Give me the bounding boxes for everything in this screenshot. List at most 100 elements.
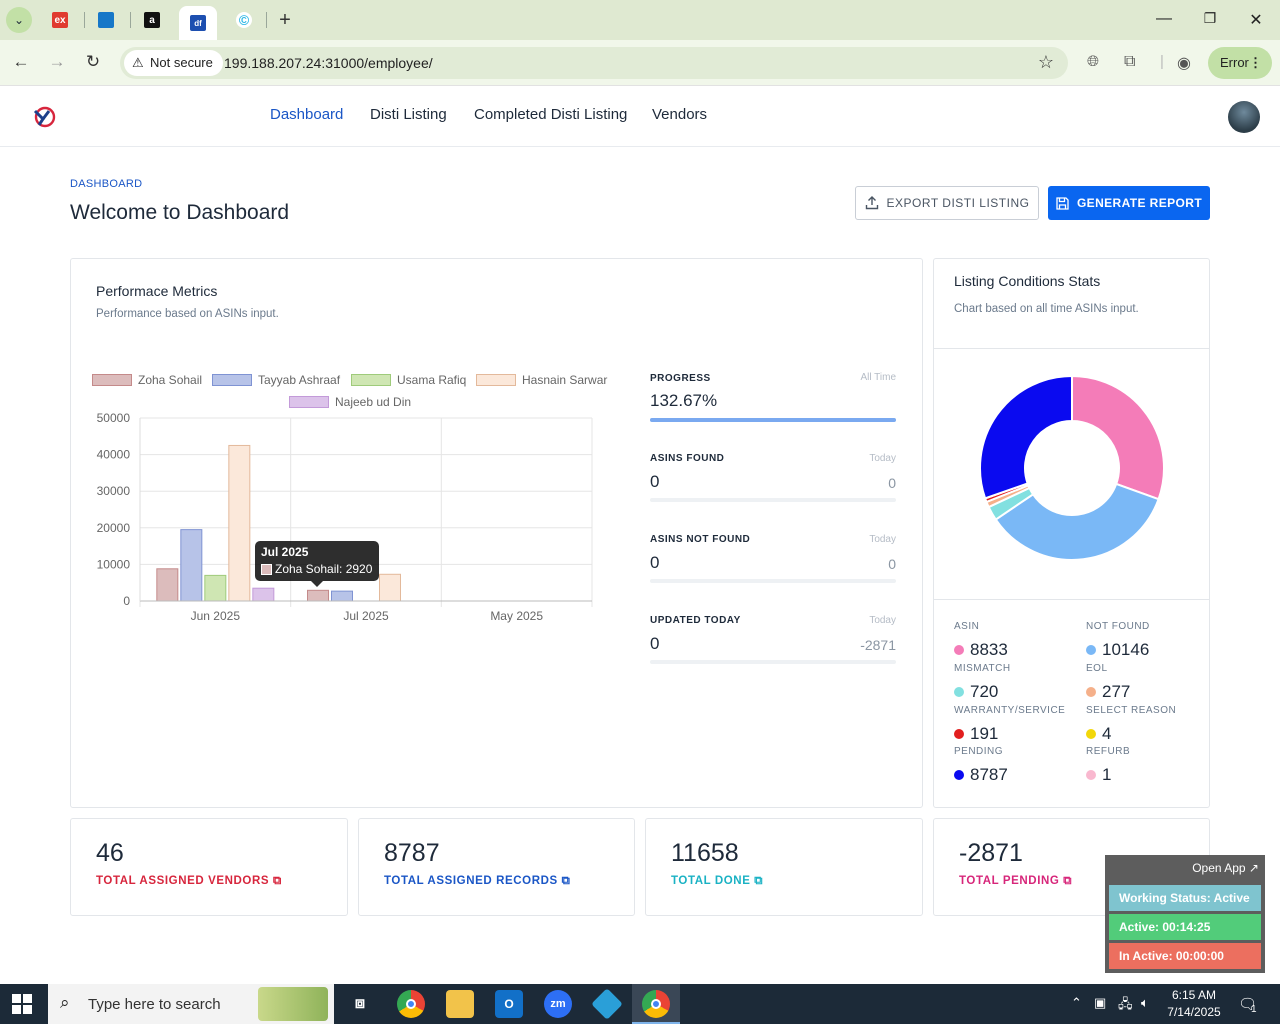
browser-tab-df-active[interactable]: df: [179, 6, 217, 40]
translate-globe-icon[interactable]: 🌐︎: [1087, 53, 1100, 70]
kpi-link[interactable]: TOTAL ASSIGNED RECORDS ⧉: [384, 875, 570, 888]
kpi-link[interactable]: TOTAL DONE ⧉: [671, 875, 763, 888]
browser-tab-amazon[interactable]: a: [132, 6, 172, 34]
tab-separator: [130, 12, 131, 28]
kpi-card-assigned-vendors[interactable]: 46 TOTAL ASSIGNED VENDORS ⧉: [70, 818, 348, 916]
performance-bar-chart[interactable]: 0 10000 20000 30000 40000 50000 Jun 2025 Jul 20…: [90, 405, 610, 635]
profile-icon[interactable]: ◉: [1177, 55, 1191, 72]
stat-dot: [1086, 687, 1096, 697]
legend-item[interactable]: Tayyab Ashraaf: [212, 373, 340, 387]
generate-report-button[interactable]: GENERATE REPORT: [1048, 186, 1210, 220]
external-link-icon: ⧉: [754, 875, 764, 887]
nav-disti-listing[interactable]: Disti Listing: [370, 106, 447, 123]
kpi-label: TOTAL PENDING: [959, 875, 1060, 887]
chrome-icon[interactable]: [397, 990, 425, 1018]
bookmark-star-icon[interactable]: ☆: [1037, 52, 1054, 72]
user-avatar[interactable]: [1228, 101, 1260, 133]
kpi-link[interactable]: TOTAL ASSIGNED VENDORS ⧉: [96, 875, 282, 888]
url-text[interactable]: 199.188.207.24:31000/employee/: [224, 55, 433, 71]
bar-usama-rafiq[interactable]: [204, 574, 227, 602]
file-explorer-icon[interactable]: [446, 990, 474, 1018]
tray-app-icon[interactable]: ▣: [1094, 995, 1107, 1010]
metric-asins-not-found-delta: 0: [888, 556, 896, 572]
donut-slice-asin-mismatch[interactable]: [1071, 375, 1165, 501]
toolbar-divider: |: [1160, 53, 1164, 70]
outlook-icon[interactable]: O: [495, 990, 523, 1018]
legend-item[interactable]: Usama Rafiq: [351, 373, 466, 387]
back-arrow-icon[interactable]: ←: [12, 52, 30, 71]
bar-najeeb-ud-din[interactable]: [252, 587, 275, 602]
company-logo[interactable]: [32, 105, 58, 129]
bar-zoha-sohail[interactable]: [156, 568, 179, 602]
legend-swatch: [289, 396, 329, 408]
kpi-card-total-done[interactable]: 11658 TOTAL DONE ⧉: [645, 818, 923, 916]
profile-error-button[interactable]: Error ⋮: [1208, 47, 1272, 79]
nav-completed-disti-listing[interactable]: Completed Disti Listing: [474, 106, 628, 123]
metric-asins-not-found-label: ASINS NOT FOUND: [650, 534, 751, 545]
taskbar-clock[interactable]: 6:15 AM 7/14/2025: [1164, 987, 1224, 1021]
legend-item[interactable]: Hasnain Sarwar: [476, 373, 607, 387]
extensions-puzzle-icon[interactable]: ⧉: [1124, 53, 1136, 70]
listing-conditions-donut-chart[interactable]: [979, 375, 1165, 561]
forward-arrow-icon[interactable]: →: [48, 52, 66, 71]
metric-asins-found-value: 0: [650, 472, 660, 491]
legend-swatch: [92, 374, 132, 386]
nav-dashboard[interactable]: Dashboard: [270, 106, 344, 123]
y-tick-label: 0: [123, 594, 130, 608]
stat-number: 720: [970, 682, 999, 701]
bar-hasnain-sarwar[interactable]: [228, 444, 251, 602]
stat-number: 1: [1102, 765, 1112, 784]
bar-hasnain-sarwar[interactable]: [379, 573, 401, 602]
metric-progress-fill: [650, 418, 896, 422]
app-diamond-icon[interactable]: [591, 988, 623, 1020]
tray-chevron-icon[interactable]: ⌃: [1071, 995, 1082, 1010]
nav-vendors[interactable]: Vendors: [652, 106, 708, 123]
browser-tab-bitly[interactable]: [86, 6, 126, 34]
zoom-icon[interactable]: zm: [544, 990, 572, 1018]
stat-label: WARRANTY/SERVICE: [954, 705, 1066, 716]
volume-icon[interactable]: 🔈︎: [1141, 995, 1149, 1010]
breadcrumb[interactable]: DASHBOARD: [70, 178, 143, 190]
legend-item[interactable]: Najeeb ud Din: [289, 395, 411, 409]
bar-zoha-sohail[interactable]: [307, 589, 329, 602]
legend-swatch: [212, 374, 252, 386]
windows-start-icon[interactable]: [12, 994, 32, 1014]
stat-value: 8787: [954, 765, 1008, 785]
close-icon[interactable]: ✕: [1249, 12, 1263, 29]
security-chip[interactable]: ⚠ Not secure: [124, 50, 223, 76]
bar-tayyab-ashraaf[interactable]: [180, 529, 203, 602]
kpi-card-assigned-records[interactable]: 8787 TOTAL ASSIGNED RECORDS ⧉: [358, 818, 635, 916]
browser-tab-copyright[interactable]: ©: [224, 6, 264, 34]
export-label: EXPORT DISTI LISTING: [886, 196, 1030, 210]
notification-icon[interactable]: 🗨︎: [1238, 996, 1258, 1013]
minimize-icon[interactable]: —: [1156, 10, 1172, 27]
app-header: Dashboard Disti Listing Completed Disti …: [0, 87, 1280, 147]
bitly-icon: [98, 12, 114, 28]
metric-updated-today-bar: [650, 660, 896, 664]
kpi-link[interactable]: TOTAL PENDING ⧉: [959, 875, 1072, 888]
card-divider: [934, 599, 1209, 600]
stat-label: EOL: [1086, 663, 1108, 674]
external-link-icon: ⧉: [272, 875, 282, 887]
browser-tab-ex[interactable]: ex: [40, 6, 80, 34]
reload-icon[interactable]: ↻: [85, 52, 101, 71]
stat-value: 1: [1086, 765, 1111, 785]
network-icon[interactable]: 🖧︎: [1118, 996, 1133, 1011]
kpi-value: -2871: [959, 839, 1023, 867]
donut-slice-not-found[interactable]: [994, 482, 1160, 561]
new-tab-plus-icon[interactable]: +: [279, 9, 291, 31]
stat-number: 277: [1102, 682, 1131, 701]
chrome-profile-icon[interactable]: [642, 990, 670, 1018]
x-tick-label: Jul 2025: [343, 609, 389, 623]
bar-tayyab-ashraaf[interactable]: [331, 590, 353, 602]
address-bar[interactable]: ⚠ Not secure 199.188.207.24:31000/employe…: [120, 47, 1068, 79]
task-view-icon[interactable]: ⧈: [354, 995, 366, 1012]
tab-search-chevron-icon[interactable]: ⌄: [6, 7, 32, 33]
donut-slice-refurb[interactable]: [979, 375, 1073, 500]
open-app-link[interactable]: Open App ↗: [1192, 861, 1259, 875]
restore-icon[interactable]: ❐: [1203, 10, 1217, 26]
export-disti-listing-button[interactable]: EXPORT DISTI LISTING: [855, 186, 1039, 220]
taskbar-search-input[interactable]: ⌕ Type here to search: [48, 984, 334, 1024]
legend-item[interactable]: Zoha Sohail: [92, 373, 202, 387]
metric-asins-found-delta: 0: [888, 475, 896, 491]
